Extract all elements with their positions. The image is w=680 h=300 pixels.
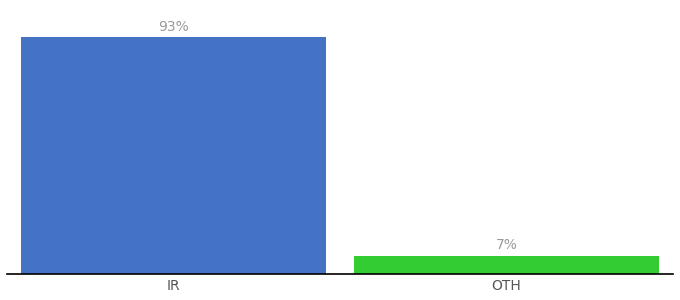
Bar	[354, 256, 659, 274]
Text: 93%: 93%	[158, 20, 189, 34]
Text: 7%: 7%	[496, 238, 517, 252]
Bar	[21, 38, 326, 274]
